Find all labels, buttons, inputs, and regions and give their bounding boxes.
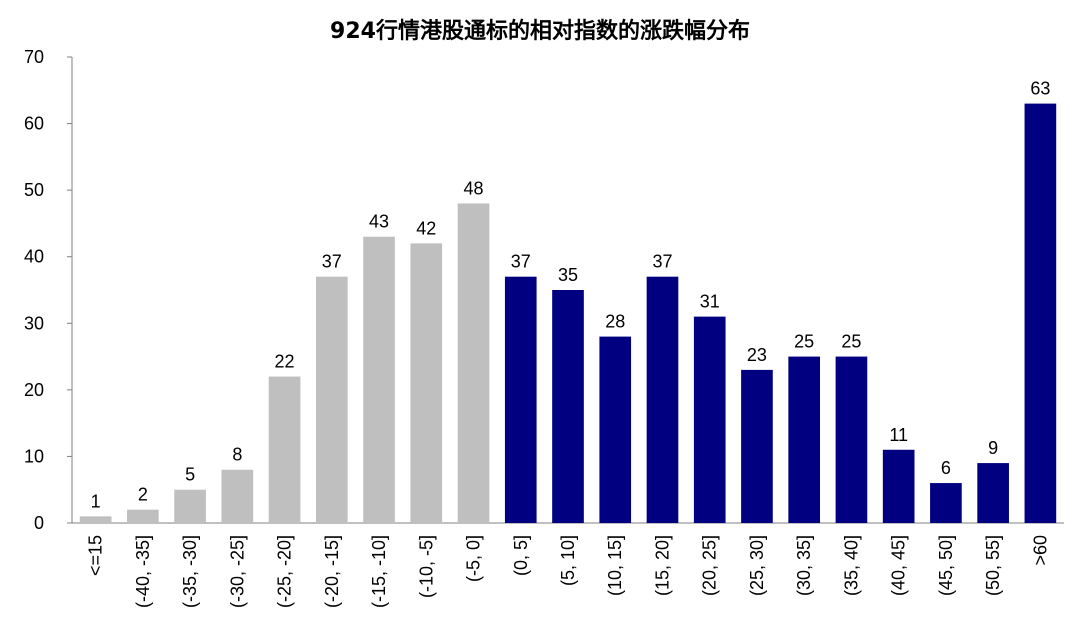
bar-value-label: 11 bbox=[889, 425, 908, 445]
bar bbox=[268, 376, 301, 523]
x-tick-label: (0, 5] bbox=[511, 535, 531, 576]
bar bbox=[693, 316, 726, 523]
x-tick-label: (-15, -10] bbox=[369, 535, 389, 608]
bar-value-label: 37 bbox=[652, 252, 672, 272]
bar bbox=[315, 276, 348, 523]
x-tick-label: (-35, -30] bbox=[180, 535, 200, 608]
x-tick-label: >60 bbox=[1030, 535, 1050, 566]
x-tick-label: (45, 50] bbox=[936, 535, 956, 596]
bar bbox=[882, 449, 915, 523]
x-tick-label: (5, 10] bbox=[558, 535, 578, 586]
bar-value-label: 37 bbox=[511, 252, 531, 272]
bar bbox=[599, 336, 632, 523]
x-tick-label: (10, 15] bbox=[605, 535, 625, 596]
bar bbox=[930, 483, 962, 523]
x-tick-label: (-20, -15] bbox=[322, 535, 342, 608]
bar bbox=[127, 509, 159, 523]
bar bbox=[79, 516, 112, 523]
bar bbox=[835, 356, 868, 523]
bar bbox=[977, 463, 1009, 523]
bar bbox=[174, 489, 206, 523]
bar-value-label: 25 bbox=[794, 332, 814, 352]
chart-bars bbox=[79, 103, 1057, 523]
bar bbox=[457, 203, 490, 523]
y-tick-label: 20 bbox=[24, 380, 44, 400]
y-tick-label: 60 bbox=[24, 114, 44, 134]
chart-title: 924行情港股通标的相对指数的涨跌幅分布 bbox=[330, 18, 750, 44]
bar-value-label: 22 bbox=[275, 352, 295, 372]
bar-value-label: 48 bbox=[464, 178, 484, 198]
bar-value-label: 1 bbox=[91, 491, 101, 511]
x-tick-label: (-10, -5] bbox=[416, 535, 436, 598]
x-tick-label: <=15 bbox=[86, 535, 106, 576]
bar-value-label: 25 bbox=[841, 332, 861, 352]
x-tick-label: (20, 25] bbox=[700, 535, 720, 596]
bar-value-label: 63 bbox=[1030, 79, 1050, 99]
bar bbox=[1024, 103, 1057, 523]
y-tick-label: 10 bbox=[24, 446, 44, 466]
bar-value-label: 37 bbox=[322, 252, 342, 272]
bar bbox=[741, 369, 773, 523]
x-tick-label: (-25, -20] bbox=[275, 535, 295, 608]
bar bbox=[410, 243, 443, 523]
x-tick-label: (30, 35] bbox=[794, 535, 814, 596]
y-tick-label: 40 bbox=[24, 247, 44, 267]
bar bbox=[646, 276, 679, 523]
x-tick-label: (15, 20] bbox=[652, 535, 672, 596]
bar-value-label: 28 bbox=[605, 312, 625, 332]
bar-value-label: 6 bbox=[941, 458, 951, 478]
bar bbox=[552, 290, 584, 523]
bar-value-label: 9 bbox=[988, 438, 998, 458]
bar bbox=[221, 469, 254, 523]
bar bbox=[504, 276, 537, 523]
bar-value-label: 31 bbox=[700, 292, 720, 312]
y-tick-label: 70 bbox=[24, 47, 44, 67]
x-tick-label: (-30, -25] bbox=[227, 535, 247, 608]
x-tick-label: (-5, 0] bbox=[464, 535, 484, 582]
bar bbox=[788, 356, 821, 523]
x-tick-label: (40, 45] bbox=[889, 535, 909, 596]
x-tick-labels: <=15 (-40, -35] (-35, -30] (-30, -25] (-25, … bbox=[86, 535, 1051, 608]
y-tick-label: 0 bbox=[34, 513, 44, 533]
bar-value-label: 8 bbox=[232, 445, 242, 465]
bar-value-label: 2 bbox=[138, 485, 148, 505]
bar bbox=[363, 236, 395, 523]
y-tick-label: 50 bbox=[24, 180, 44, 200]
x-tick-label: (-40, -35] bbox=[133, 535, 153, 608]
x-tick-label: (35, 40] bbox=[841, 535, 861, 596]
y-tick-label: 30 bbox=[24, 313, 44, 333]
bar-value-label: 35 bbox=[558, 265, 578, 285]
bar-value-label: 23 bbox=[747, 345, 767, 365]
bar-value-label: 43 bbox=[369, 212, 389, 232]
x-tick-label: (25, 30] bbox=[747, 535, 767, 596]
bar-value-label: 5 bbox=[185, 465, 195, 485]
bar-value-label: 42 bbox=[416, 218, 436, 238]
x-tick-label: (50, 55] bbox=[983, 535, 1003, 596]
